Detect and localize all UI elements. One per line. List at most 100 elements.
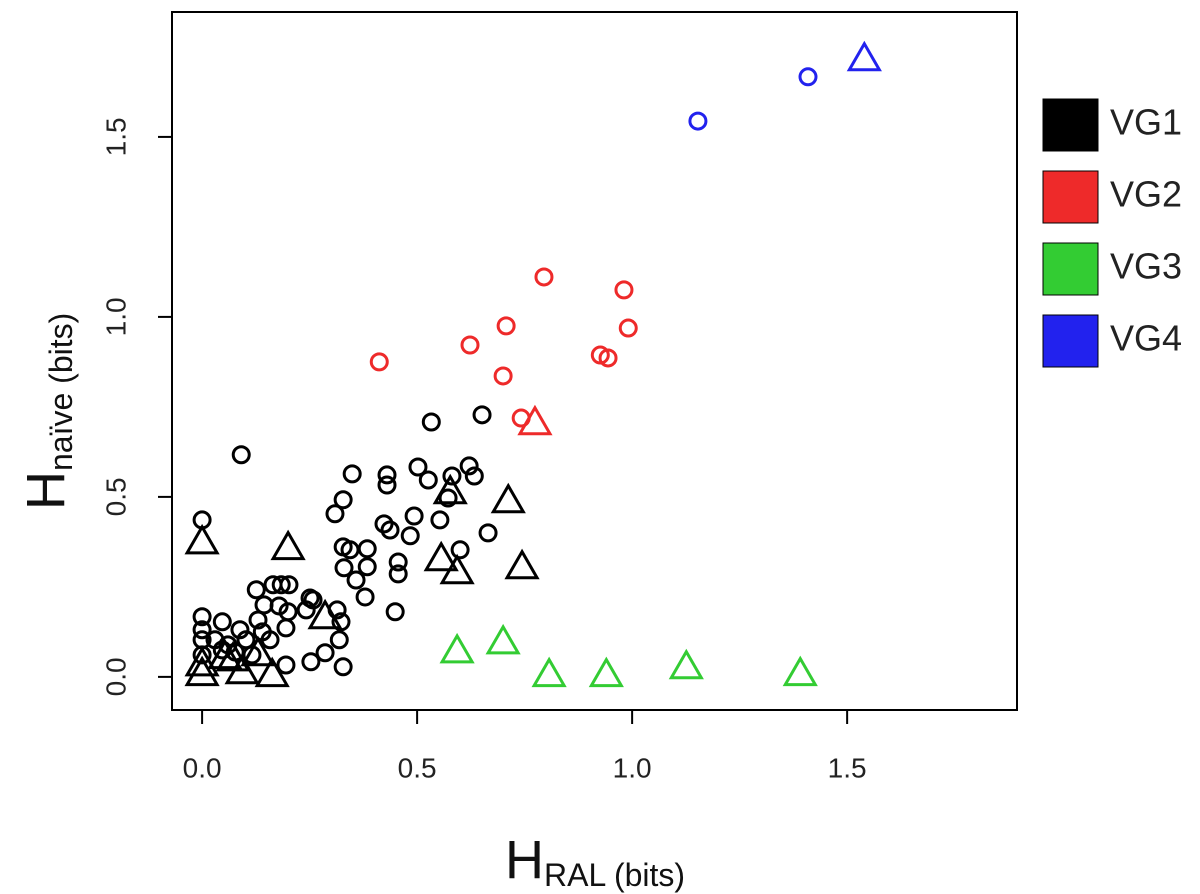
triangle-point: [184, 645, 220, 677]
circle-point: [618, 318, 638, 338]
circle-point: [388, 564, 408, 584]
triangle-point: [782, 655, 818, 687]
circle-point: [478, 523, 498, 543]
y-tick-label: 1.5: [100, 117, 131, 156]
circle-point: [438, 488, 458, 508]
circle-point: [421, 412, 441, 432]
circle-point: [459, 456, 479, 476]
y-tick-label: 0.0: [100, 657, 131, 696]
circle-point: [614, 280, 634, 300]
triangle-point: [439, 632, 475, 664]
circle-point: [798, 67, 818, 87]
circle-point: [301, 652, 321, 672]
circle-point: [333, 657, 353, 677]
triangle-point: [254, 656, 290, 688]
circle-point: [688, 111, 708, 131]
x-label-main: H: [505, 830, 544, 890]
triangle-point: [588, 656, 624, 688]
circle-point: [254, 595, 274, 615]
y-tick-label: 0.5: [100, 477, 131, 516]
circle-point: [331, 612, 351, 632]
circle-point: [369, 352, 389, 372]
y-axis-label: Hnaïve (bits): [16, 313, 79, 510]
triangle-point: [517, 404, 553, 436]
circle-point: [276, 655, 296, 675]
plot-frame: [171, 11, 1018, 711]
circle-point: [230, 620, 250, 640]
circle-point: [404, 506, 424, 526]
circle-point: [377, 465, 397, 485]
triangle-point: [184, 655, 220, 687]
x-tick-label: 0.5: [398, 752, 437, 783]
circle-point: [464, 466, 484, 486]
triangle-point: [207, 638, 243, 670]
circle-point: [271, 575, 291, 595]
legend-label: VG4: [1110, 318, 1182, 359]
circle-point: [355, 587, 375, 607]
legend-swatch: [1042, 98, 1099, 152]
x-label-sub: RAL (bits): [544, 857, 685, 893]
triangle-point: [531, 656, 567, 688]
circle-point: [408, 457, 428, 477]
triangle-point: [439, 553, 475, 585]
legend-swatch: [1042, 170, 1099, 224]
triangle-point: [432, 473, 468, 505]
triangle-point: [184, 523, 220, 555]
triangle-point: [846, 40, 882, 72]
triangle-point: [215, 640, 251, 672]
triangle-point: [240, 635, 276, 667]
circle-point: [333, 490, 353, 510]
circle-point: [276, 618, 296, 638]
legend-swatch: [1042, 314, 1099, 368]
x-tick-label: 1.5: [828, 752, 867, 783]
circle-point: [315, 643, 335, 663]
triangle-point: [504, 548, 540, 580]
circle-point: [418, 470, 438, 490]
legend-label: VG1: [1110, 102, 1182, 143]
circle-point: [334, 558, 354, 578]
triangle-point: [307, 598, 343, 630]
circle-point: [346, 570, 366, 590]
x-tick-label: 1.0: [613, 752, 652, 783]
circle-point: [388, 552, 408, 572]
x-tick-label: 0.0: [183, 752, 222, 783]
triangle-point: [490, 482, 526, 514]
circle-point: [342, 464, 362, 484]
circle-point: [442, 466, 462, 486]
triangle-point: [423, 540, 459, 572]
circle-point: [329, 630, 349, 650]
y-label-main: H: [16, 471, 76, 510]
circle-point: [325, 504, 345, 524]
circle-point: [192, 607, 212, 627]
y-tick-label: 1.0: [100, 297, 131, 336]
circle-point: [192, 620, 212, 640]
x-axis-label: HRAL (bits): [505, 830, 685, 893]
circle-point: [212, 612, 232, 632]
circle-point: [357, 557, 377, 577]
circle-point: [400, 526, 420, 546]
circle-point: [377, 475, 397, 495]
circle-point: [493, 366, 513, 386]
circle-point: [385, 602, 405, 622]
legend-label: VG2: [1110, 174, 1182, 215]
circle-point: [472, 405, 492, 425]
circle-point: [374, 514, 394, 534]
circle-point: [231, 445, 251, 465]
circle-point: [430, 510, 450, 530]
circle-point: [380, 520, 400, 540]
circle-point: [496, 316, 516, 336]
circle-point: [300, 588, 320, 608]
circle-point: [296, 600, 316, 620]
circle-point: [534, 267, 554, 287]
circle-point: [246, 580, 266, 600]
legend-swatch: [1042, 242, 1099, 296]
legend-label: VG3: [1110, 246, 1182, 287]
triangle-point: [668, 648, 704, 680]
circle-point: [460, 335, 480, 355]
circle-point: [248, 610, 268, 630]
circle-point: [279, 575, 299, 595]
y-label-sub: naïve (bits): [43, 313, 79, 471]
circle-point: [260, 630, 280, 650]
triangle-point: [485, 623, 521, 655]
